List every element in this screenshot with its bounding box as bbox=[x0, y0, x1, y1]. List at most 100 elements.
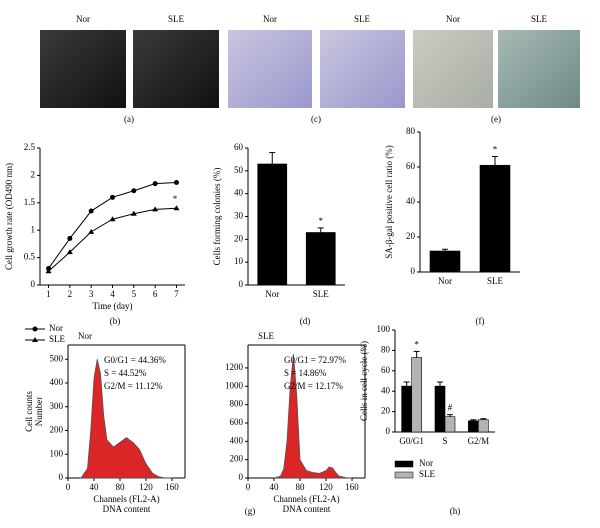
panel-label: (a) bbox=[124, 114, 134, 124]
y-tick-label: 100 bbox=[377, 324, 391, 334]
marker bbox=[173, 205, 180, 211]
y-tick-label: 200 bbox=[50, 425, 64, 435]
y-tick-label: 1 bbox=[31, 224, 36, 234]
y-tick-label: 20 bbox=[381, 406, 391, 416]
y-tick-label: 0.5 bbox=[24, 252, 36, 262]
marker bbox=[110, 194, 115, 200]
y-axis-label: Cell growth rate (OD490 nm) bbox=[4, 163, 14, 270]
legend-label: SLE bbox=[419, 469, 436, 479]
photo-label: SLE bbox=[168, 14, 185, 24]
bar bbox=[468, 420, 479, 433]
stat: S = 44.52% bbox=[104, 368, 147, 378]
panel-label: (b) bbox=[110, 316, 121, 326]
histogram-area bbox=[273, 354, 353, 479]
bar bbox=[444, 416, 456, 433]
x-tick-label: SLE bbox=[313, 289, 330, 299]
panel-label: (h) bbox=[450, 506, 461, 516]
y-tick-label: 40 bbox=[234, 188, 244, 198]
marker bbox=[88, 208, 94, 214]
photo bbox=[413, 30, 493, 108]
y-tick-label: 2.5 bbox=[24, 142, 36, 152]
photo bbox=[228, 30, 312, 108]
x-axis-label: DNA content bbox=[283, 504, 331, 514]
y-tick-label: 50 bbox=[234, 165, 244, 175]
y-tick-label: 30 bbox=[234, 211, 244, 221]
y-tick-label: 10 bbox=[234, 256, 244, 266]
x-axis-label: DNA content bbox=[103, 504, 151, 514]
annotation: * bbox=[173, 194, 178, 204]
panel-label: (f) bbox=[476, 316, 485, 326]
photo-label: SLE bbox=[531, 14, 548, 24]
bar bbox=[479, 164, 511, 273]
annotation: * bbox=[319, 216, 324, 226]
y-tick-label: 300 bbox=[50, 401, 64, 411]
y-axis-label: Cells forming colonies (%) bbox=[212, 168, 222, 266]
marker bbox=[66, 249, 73, 255]
photo-label: Nor bbox=[446, 14, 460, 24]
y-tick-label: 0 bbox=[239, 279, 244, 289]
x-tick-label: 40 bbox=[90, 482, 100, 492]
x-tick-label: 7 bbox=[174, 289, 179, 299]
x-tick-label: 120 bbox=[319, 482, 333, 492]
x-tick-label: 2 bbox=[68, 289, 73, 299]
marker bbox=[152, 181, 158, 187]
x-tick-label: 160 bbox=[345, 482, 359, 492]
y-axis-label: SA-β-gal positive cell ratio (%) bbox=[384, 145, 394, 259]
x-tick-label: 80 bbox=[116, 482, 126, 492]
photo bbox=[40, 30, 126, 108]
chart-title: Nor bbox=[78, 331, 92, 341]
x-tick-label: 4 bbox=[110, 289, 115, 299]
bar bbox=[434, 385, 446, 433]
photo-label: Nor bbox=[76, 14, 90, 24]
panel-label: (e) bbox=[491, 114, 501, 124]
y-axis-label: Cells in cell cycle (%) bbox=[359, 341, 369, 421]
histogram-area bbox=[80, 359, 172, 479]
photo bbox=[133, 30, 219, 108]
x-tick-label: 0 bbox=[246, 482, 251, 492]
stat: G2/M = 12.17% bbox=[284, 381, 343, 391]
legend-label: Nor bbox=[49, 323, 63, 333]
marker bbox=[109, 216, 116, 222]
y-tick-label: 0 bbox=[239, 472, 244, 482]
annotation: # bbox=[448, 403, 453, 413]
y-tick-label: 1.5 bbox=[24, 197, 36, 207]
stat: S = 14.86% bbox=[284, 368, 327, 378]
chart-title: SLE bbox=[258, 331, 275, 341]
x-tick-label: 120 bbox=[139, 482, 153, 492]
bar bbox=[411, 357, 422, 433]
y-tick-label: 2 bbox=[31, 169, 36, 179]
legend-marker bbox=[32, 337, 38, 342]
x-tick-label: 40 bbox=[270, 482, 280, 492]
stat: G0/G1 = 44.36% bbox=[104, 355, 166, 365]
bar bbox=[429, 250, 461, 273]
photo-label: Nor bbox=[263, 14, 277, 24]
marker bbox=[45, 268, 52, 274]
x-tick-label: S bbox=[442, 436, 447, 446]
panel-label: (c) bbox=[311, 114, 321, 124]
marker bbox=[67, 235, 73, 241]
stat: G2/M = 11.12% bbox=[104, 381, 163, 391]
x-axis-label: Channels (FL2-A) bbox=[93, 494, 159, 504]
panel-label: (d) bbox=[300, 316, 311, 326]
y-axis-label: Number bbox=[34, 397, 44, 427]
bar bbox=[478, 419, 489, 433]
y-tick-label: 100 bbox=[50, 448, 64, 458]
x-tick-label: 5 bbox=[132, 289, 137, 299]
x-tick-label: G2/M bbox=[468, 436, 490, 446]
y-tick-label: 200 bbox=[230, 454, 244, 464]
x-tick-label: 1 bbox=[46, 289, 51, 299]
x-tick-label: 3 bbox=[89, 289, 94, 299]
y-tick-label: 60 bbox=[406, 161, 416, 171]
photo bbox=[320, 30, 405, 108]
y-tick-label: 40 bbox=[381, 385, 391, 395]
legend-swatch bbox=[394, 471, 414, 479]
y-tick-label: 0 bbox=[59, 472, 64, 482]
y-tick-label: 20 bbox=[406, 231, 416, 241]
y-tick-label: 400 bbox=[230, 435, 244, 445]
marker bbox=[152, 206, 159, 212]
x-tick-label: SLE bbox=[487, 276, 504, 286]
y-tick-label: 0 bbox=[31, 279, 36, 289]
y-tick-label: 60 bbox=[234, 142, 244, 152]
x-tick-label: 160 bbox=[165, 482, 179, 492]
photo bbox=[498, 30, 580, 108]
